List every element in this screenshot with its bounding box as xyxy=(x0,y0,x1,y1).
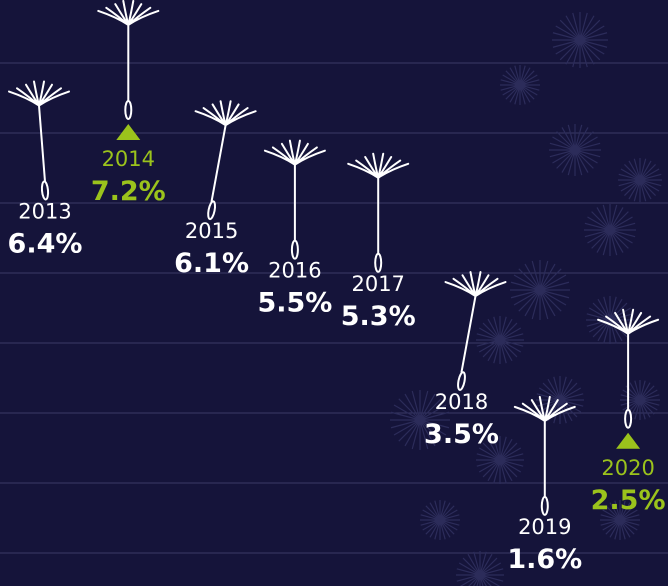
value-label: 1.6% xyxy=(507,544,582,575)
highlight-triangle xyxy=(116,123,141,140)
burst xyxy=(476,436,524,484)
seed-pappus xyxy=(513,395,576,422)
value-label: 6.1% xyxy=(174,248,249,279)
seed-stem xyxy=(38,104,46,183)
seed-tip xyxy=(207,200,217,221)
burst xyxy=(500,65,540,105)
seed-tip xyxy=(457,371,466,391)
value-label: 6.4% xyxy=(8,229,83,260)
seed-pappus xyxy=(194,100,257,127)
seed-pappus xyxy=(8,80,70,107)
seed xyxy=(8,80,70,201)
year-label: 2013 xyxy=(18,200,71,224)
burst xyxy=(600,500,640,540)
burst xyxy=(510,260,570,320)
seed-pappus xyxy=(597,308,660,335)
burst xyxy=(552,12,608,68)
burst xyxy=(584,204,636,256)
value-label: 5.3% xyxy=(341,301,416,332)
year-label: 2015 xyxy=(185,219,238,243)
seed xyxy=(97,0,160,120)
year-label: 2017 xyxy=(351,272,404,296)
seed-pappus xyxy=(97,0,160,26)
grid xyxy=(0,62,668,554)
year-label: 2016 xyxy=(268,259,321,283)
seed xyxy=(597,308,660,429)
burst xyxy=(456,551,504,586)
value-label: 7.2% xyxy=(91,176,166,207)
burst xyxy=(549,124,601,176)
highlight-triangle xyxy=(616,432,641,449)
seed-pappus xyxy=(444,271,507,298)
burst xyxy=(620,380,660,420)
seed xyxy=(513,395,576,516)
decoration xyxy=(390,12,662,586)
year-label: 2020 xyxy=(601,456,654,480)
burst xyxy=(618,158,662,202)
year-label: 2014 xyxy=(102,147,155,171)
seed xyxy=(444,271,507,391)
burst xyxy=(390,390,450,450)
burst xyxy=(420,500,460,540)
year-label: 2019 xyxy=(518,515,571,539)
seed-pappus xyxy=(263,139,326,166)
value-label: 3.5% xyxy=(424,419,499,450)
seed xyxy=(347,152,410,273)
seed-pappus xyxy=(347,152,410,179)
seed-stem xyxy=(210,124,227,203)
value-label: 2.5% xyxy=(591,485,666,516)
seed xyxy=(194,100,257,221)
burst xyxy=(476,316,524,364)
seed-stem xyxy=(460,295,477,374)
year-label: 2018 xyxy=(435,390,488,414)
value-label: 5.5% xyxy=(257,288,332,319)
seed xyxy=(263,139,326,260)
